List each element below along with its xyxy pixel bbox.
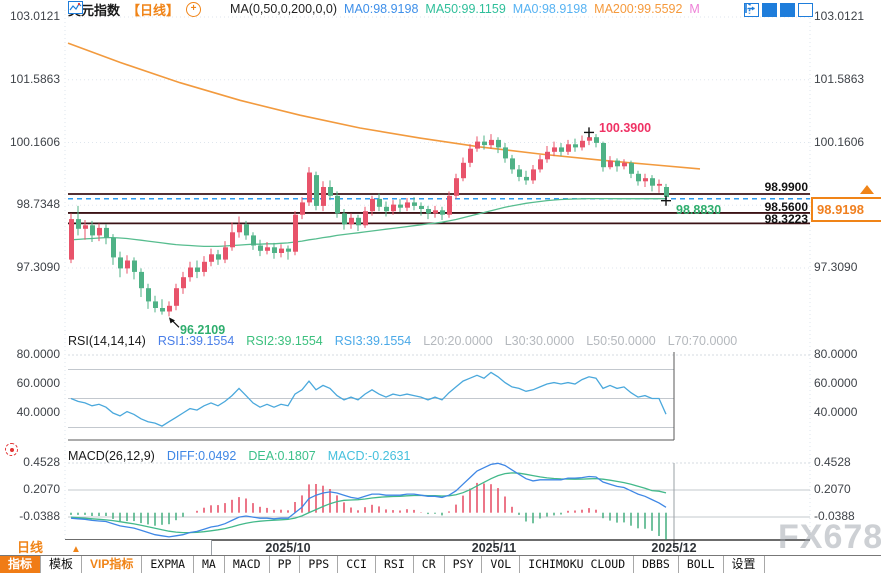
axis-label: -0.0388 [19,509,60,523]
indicator-layer [70,371,667,540]
last-low-label: 98.8830 [676,203,722,217]
toolbar-tab-5[interactable]: MA [194,556,225,573]
price-up-arrow-icon [860,185,874,194]
axis-label: 103.0121 [814,9,865,23]
date-label: 2025/12 [651,541,697,555]
axis-label: 103.0121 [9,9,60,23]
toolbar-tab-13[interactable]: VOL [482,556,521,573]
axis-label: 0.2070 [814,482,851,496]
collapse-panel-icon[interactable] [745,3,813,17]
axis-label: 100.1606 [814,135,865,149]
diff-value: DIFF:0.0492 [166,449,237,463]
chart-header: 美元指数 【日线】 + MA(0,50,0,200,0,0) MA0:98.91… [68,1,700,18]
macd-name: MACD(26,12,9) [68,449,155,463]
toolbar-tab-4[interactable]: EXPMA [142,556,194,573]
period-label: 【日线】 [127,2,180,18]
chart-type-icon[interactable] [68,1,223,16]
rsi-l80: L80:80.0000 [749,334,750,348]
indicator-toolbar: 指标 模板 VIP指标 EXPMA MA MACD PP PPS CCI RSI CR PSY VOL I… [0,555,881,573]
ma200-value: MA200:99.5592 [594,2,683,16]
axis-label: 100.1606 [9,135,60,149]
level-label-2: 98.5600 [764,200,808,214]
rsi-name: RSI(14,14,14) [68,334,146,348]
macd-header: MACD(26,12,9) DIFF:0.0492 DEA:0.1807 MAC… [68,449,750,463]
toolbar-tab-8[interactable]: PPS [300,556,339,573]
date-label: 2025/11 [471,541,517,555]
chevron-up-icon: ▲ [71,544,81,555]
toolbar-tab-6[interactable]: MACD [225,556,270,573]
ma0b-value: MA0:98.9198 [512,2,588,16]
axis-label: 101.5863 [814,72,865,86]
toolbar-tab-7[interactable]: PP [270,556,301,573]
level-label-3: 98.3223 [764,212,808,226]
rsi3-value: RSI3:39.1554 [334,334,412,348]
axis-label: 40.0000 [814,405,858,419]
axis-label: 0.2070 [23,482,60,496]
high-price-label: 100.3900 [599,121,652,135]
gridlines [64,10,811,546]
watermark: FX678 [778,518,881,556]
low-price-label: 96.2109 [180,323,226,337]
toolbar-tab-10[interactable]: RSI [376,556,414,573]
rsi-l30: L30:30.0000 [504,334,575,348]
m-label: M [689,2,700,16]
axis-label: 97.3090 [16,260,60,274]
axis-label: 98.7348 [16,197,60,211]
level-label-1: 98.9900 [764,180,808,194]
toolbar-tab-15[interactable]: DBBS [634,556,679,573]
macd-value: MACD:-0.2631 [327,449,411,463]
ma0-value: MA0:98.9198 [344,2,419,16]
ma-formula: MA(0,50,0,200,0,0) [230,2,338,16]
toolbar-tab-11[interactable]: CR [414,556,445,573]
date-label: 2025/10 [265,541,311,555]
indicator-flag-icon[interactable] [745,3,795,17]
toolbar-tab-3[interactable]: VIP指标 [82,556,143,573]
rsi-l20: L20:20.0000 [423,334,493,348]
axis-label: 60.0000 [814,376,858,390]
rsi-l50: L50:50.0000 [586,334,656,348]
toolbar-tab-9[interactable]: CCI [338,556,376,573]
rsi2-value: RSI2:39.1554 [246,334,323,348]
toolbar-tab-2[interactable]: 模板 [41,556,83,573]
toolbar-tab-16[interactable]: BOLL [679,556,724,573]
add-compare-icon[interactable]: + [186,1,202,17]
rsi-header: RSI(14,14,14) RSI1:39.1554 RSI2:39.1554 … [68,334,750,348]
axis-label: -0.0388 [814,509,855,523]
axis-label: 101.5863 [9,72,60,86]
chart-tool-buttons [744,3,813,17]
axis-scale-icon[interactable] [745,3,777,17]
axis-label: 40.0000 [16,405,60,419]
axis-label: 80.0000 [814,347,858,361]
ma50-value: MA50:99.1159 [425,2,506,16]
current-price-tag: 98.9198 [811,197,881,222]
rsi-l70: L70:70.0000 [667,334,738,348]
candles-layer [67,42,810,328]
toolbar-tab-1[interactable]: 指标 [0,556,42,573]
axis-label: 80.0000 [16,347,60,361]
toolbar-tab-12[interactable]: PSY [445,556,483,573]
axis-label: 0.4528 [23,455,60,469]
live-indicator-icon[interactable] [5,443,18,456]
toolbar-tab-14[interactable]: ICHIMOKU CLOUD [520,556,635,573]
period-selector-button[interactable]: 日线 ▲ [0,540,212,555]
axis-label: 60.0000 [16,376,60,390]
dea-value: DEA:0.1807 [248,449,316,463]
axis-label: 97.3090 [814,260,858,274]
toolbar-tab-17[interactable]: 设置 [724,556,765,573]
rsi1-value: RSI1:39.1554 [157,334,235,348]
axis-label: 0.4528 [814,455,851,469]
